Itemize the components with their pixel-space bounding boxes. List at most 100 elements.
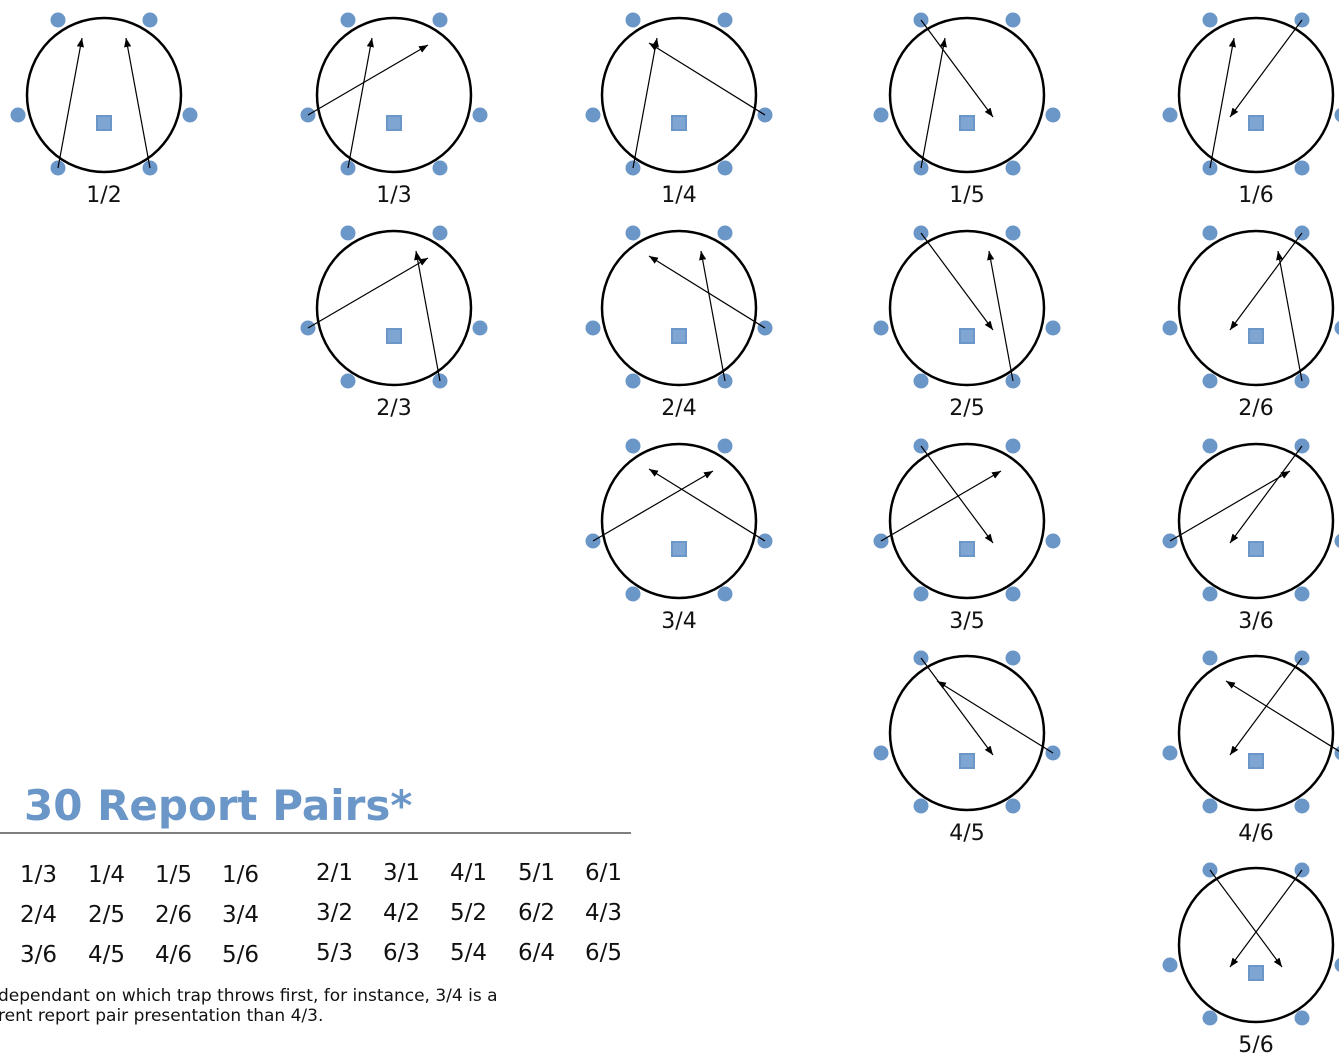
throw-arrow (1229, 19, 1303, 118)
trap (1294, 160, 1310, 176)
field-circle (888, 442, 1046, 600)
field-circle (1177, 654, 1335, 812)
field-circle (888, 654, 1046, 812)
trap (1202, 373, 1218, 389)
trap (1162, 957, 1178, 973)
pair-cell: 5/3 (316, 940, 353, 966)
trap (10, 107, 26, 123)
trap (1005, 225, 1021, 241)
pair-cell: 6/2 (518, 900, 555, 926)
pair-cell: 4/3 (585, 900, 622, 926)
station (1248, 328, 1264, 344)
station (1248, 115, 1264, 131)
throw-arrow (1229, 232, 1303, 331)
trap (340, 373, 356, 389)
pair-cell: 2/4 (20, 902, 57, 928)
trap (873, 320, 889, 336)
pair-cell: 5/6 (222, 942, 259, 968)
pair-cell: 5/1 (518, 860, 555, 886)
trap (913, 373, 929, 389)
trap (625, 225, 641, 241)
station (959, 115, 975, 131)
pair-label: 2/3 (376, 396, 411, 421)
trap (1045, 107, 1061, 123)
pair-label: 3/4 (661, 609, 696, 634)
trap (1202, 1010, 1218, 1026)
station (386, 328, 402, 344)
throw-arrow (307, 44, 429, 116)
pair-label: 2/6 (1238, 396, 1273, 421)
pair-cell: 4/2 (383, 900, 420, 926)
trap (873, 107, 889, 123)
trap (625, 438, 641, 454)
footnote: dependant on which trap throws first, fo… (0, 986, 498, 1006)
pair-label: 1/6 (1238, 183, 1273, 208)
trap (1162, 745, 1178, 761)
station (96, 115, 112, 131)
station (671, 115, 687, 131)
station (386, 115, 402, 131)
throw-arrow (1276, 250, 1303, 382)
throw-arrow (307, 257, 429, 329)
throw-arrow (347, 37, 374, 169)
trap (1162, 107, 1178, 123)
pair-label: 5/6 (1238, 1033, 1273, 1053)
field-circle (600, 442, 758, 600)
pair-cell: 3/6 (20, 942, 57, 968)
throw-arrow (920, 19, 994, 118)
throw-arrow (936, 680, 1054, 754)
throw-arrow (920, 657, 994, 756)
trap (1334, 321, 1339, 335)
pair-label: 1/5 (949, 183, 984, 208)
pair-cell: 2/5 (88, 902, 125, 928)
throw-arrow (920, 445, 994, 544)
trap (717, 225, 733, 241)
trap (432, 12, 448, 28)
pair-cell: 1/5 (155, 862, 192, 888)
throw-arrow (987, 250, 1014, 382)
pair-cell: 1/4 (88, 862, 125, 888)
field-circle (888, 229, 1046, 387)
footnote: rent report pair presentation than 4/3. (0, 1006, 323, 1026)
throw-arrow (124, 37, 151, 169)
pair-cell: 6/1 (585, 860, 622, 886)
pair-cell: 2/1 (316, 860, 353, 886)
throw-arrow (699, 250, 726, 382)
pair-cell: 3/1 (383, 860, 420, 886)
trap (50, 12, 66, 28)
pair-label: 4/6 (1238, 821, 1273, 846)
trap (340, 225, 356, 241)
trap (340, 12, 356, 28)
throw-arrow (592, 470, 714, 542)
trap (1005, 438, 1021, 454)
throw-arrow (632, 37, 659, 169)
station (1248, 965, 1264, 981)
trap (1005, 650, 1021, 666)
station (959, 541, 975, 557)
pair-label: 2/5 (949, 396, 984, 421)
pair-label: 4/5 (949, 821, 984, 846)
throw-arrow (1209, 37, 1236, 169)
throw-arrow (880, 470, 1002, 542)
pair-cell: 1/6 (222, 862, 259, 888)
pair-cell: 4/5 (88, 942, 125, 968)
trap (1202, 650, 1218, 666)
trap (1294, 586, 1310, 602)
station (671, 328, 687, 344)
trap (913, 586, 929, 602)
station (1248, 753, 1264, 769)
throw-arrow (920, 37, 947, 169)
field-circle (600, 16, 758, 174)
pair-cell: 3/4 (222, 902, 259, 928)
pair-label: 2/4 (661, 396, 696, 421)
throw-arrow (414, 250, 441, 382)
trap (717, 438, 733, 454)
trap (1005, 798, 1021, 814)
pair-cell: 3/2 (316, 900, 353, 926)
trap (1162, 320, 1178, 336)
trap (913, 798, 929, 814)
station (959, 753, 975, 769)
throw-arrow (57, 37, 84, 169)
trap (1202, 798, 1218, 814)
